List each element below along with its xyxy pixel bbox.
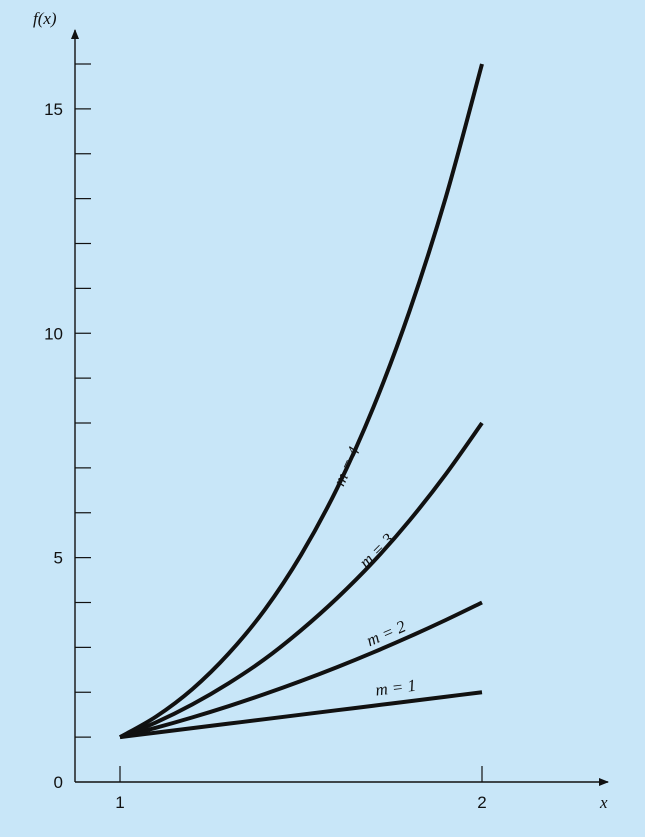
series-line (119, 600, 483, 740)
y-tick-label: 15 (44, 100, 63, 119)
x-axis-label: x (599, 793, 608, 812)
series-label: m = 1 (374, 676, 417, 700)
y-tick-label: 10 (44, 324, 63, 343)
series-label: m = 3 (355, 530, 397, 572)
series-line (119, 690, 483, 740)
x-tick-label: 2 (477, 793, 486, 812)
series-line (119, 421, 484, 739)
series-labels: m = 1m = 2m = 3m = 4 (330, 443, 417, 699)
y-ticks: 0 5 10 15 (44, 63, 91, 792)
y-tick-label: 5 (54, 549, 63, 568)
x-tick-label: 1 (115, 793, 124, 812)
axes: f(x) x (33, 9, 609, 812)
series-group (119, 63, 484, 740)
series-label: m = 4 (330, 443, 364, 488)
y-tick-label: 0 (54, 773, 63, 792)
series-line (119, 63, 484, 739)
y-axis-label: f(x) (33, 9, 57, 28)
